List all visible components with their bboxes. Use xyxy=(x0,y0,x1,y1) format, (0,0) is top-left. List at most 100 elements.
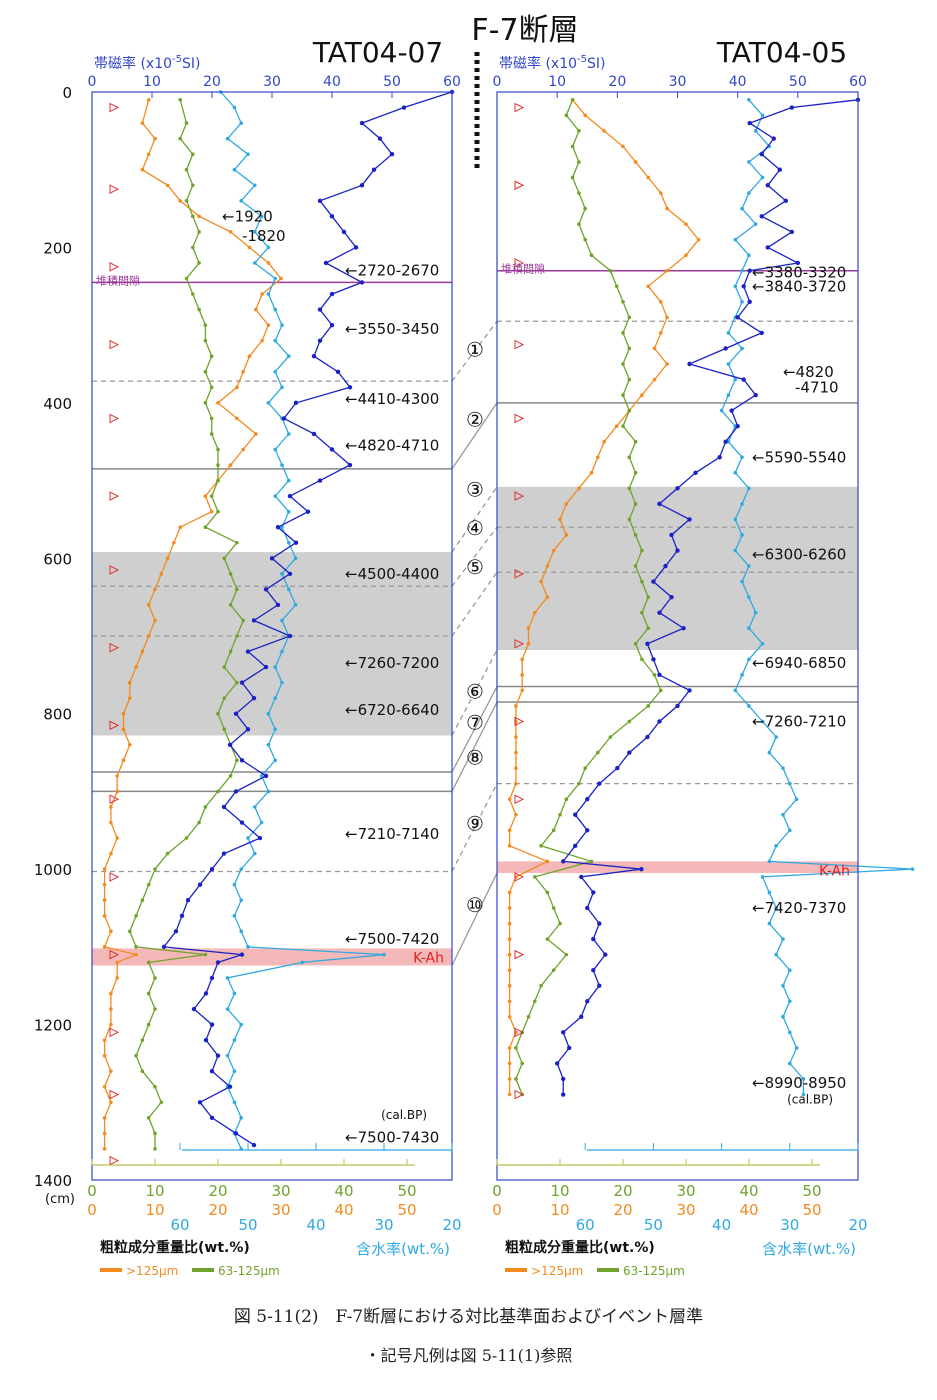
fine-fraction-point xyxy=(621,331,625,335)
water-content-point xyxy=(781,1015,785,1019)
water-content-point xyxy=(760,175,765,180)
fine-fraction-point xyxy=(203,952,208,957)
water-content-point xyxy=(733,471,738,475)
water-content-point xyxy=(266,245,271,250)
magnetic-susceptibility-point xyxy=(311,354,317,359)
coarse-fraction-point xyxy=(507,1046,512,1050)
water-content-point xyxy=(767,859,772,864)
age-label: ←1920 xyxy=(222,207,273,225)
water-content-point xyxy=(726,393,731,397)
fine-fraction-point xyxy=(627,408,632,413)
water-content-point xyxy=(239,898,243,903)
fine-fraction-point xyxy=(577,222,581,226)
water-content-point xyxy=(273,727,278,732)
water-content-point xyxy=(253,805,257,809)
age-label: ←3840-3720 xyxy=(752,277,846,295)
coarse-fraction-point xyxy=(558,517,562,522)
frame-layer xyxy=(91,91,859,1181)
water-tick-label: 60 xyxy=(170,1216,189,1234)
fine-fraction-point xyxy=(633,533,638,537)
grain-tick-label-coarse: 10 xyxy=(145,1201,164,1219)
magnetic-susceptibility-point xyxy=(227,1084,233,1089)
water-content-point xyxy=(747,657,751,662)
fine-fraction-point xyxy=(583,766,587,770)
legend-label: >125μm xyxy=(126,1264,178,1278)
coarse-fraction-point xyxy=(507,1015,512,1019)
fine-fraction-point xyxy=(551,906,556,910)
mag-tick-label: 10 xyxy=(143,74,161,90)
fine-fraction-point xyxy=(627,315,632,320)
coarse-fraction-point xyxy=(640,393,644,397)
age-label: ←3550-3450 xyxy=(345,320,439,338)
coarse-fraction-point xyxy=(254,307,258,312)
coarse-fraction-point xyxy=(564,502,569,506)
coarse-fraction-point xyxy=(178,199,182,203)
water-content-point xyxy=(733,548,738,553)
fine-fraction-point xyxy=(539,983,543,988)
magnetic-susceptibility-point xyxy=(203,991,209,996)
fine-fraction-point xyxy=(640,657,644,662)
magnetic-susceptibility-point xyxy=(263,587,269,592)
fine-fraction-point xyxy=(216,478,220,483)
coarse-fraction-point xyxy=(507,937,512,941)
fine-fraction-point xyxy=(652,673,657,677)
water-content-point xyxy=(910,867,915,871)
coarse-fraction-point xyxy=(109,1069,113,1073)
coarse-fraction-point xyxy=(146,634,151,638)
coarse-fraction-point xyxy=(115,774,119,778)
coarse-fraction-point xyxy=(102,1038,107,1042)
water-content-point xyxy=(753,610,758,615)
fine-fraction-point xyxy=(222,556,227,561)
water-content-point xyxy=(774,952,778,957)
fine-fraction-point xyxy=(128,929,132,934)
coarse-fraction-point xyxy=(140,121,145,125)
sample-symbol xyxy=(109,1155,120,1166)
magnetic-susceptibility-point xyxy=(251,1142,257,1148)
magnetic-susceptibility-point xyxy=(585,999,590,1004)
magnetic-susceptibility-point xyxy=(687,688,692,693)
coarse-fraction-point xyxy=(146,152,151,156)
water-content-point xyxy=(225,976,230,980)
depth-unit-label: (cm) xyxy=(45,1192,75,1207)
water-content-point xyxy=(753,222,758,226)
coarse-fraction-point xyxy=(128,680,132,685)
age-label: ←4500-4400 xyxy=(345,565,439,583)
fine-fraction-point xyxy=(146,882,151,887)
correlation-link xyxy=(451,486,498,553)
fine-fraction-point xyxy=(558,812,562,817)
depth-tick-label: 1200 xyxy=(34,1017,72,1035)
water-content-point xyxy=(246,945,250,949)
magnetic-susceptibility-point xyxy=(585,828,590,833)
magnetic-susceptibility-point xyxy=(239,680,245,685)
coarse-fraction-point xyxy=(109,1100,113,1105)
water-content-point xyxy=(273,665,278,669)
water-content-point xyxy=(726,331,731,335)
age-label: ←4410-4300 xyxy=(345,390,439,408)
mag-axis-label: 帯磁率 (x10-5SI) xyxy=(499,54,605,72)
water-content-point xyxy=(259,820,264,825)
water-content-point xyxy=(287,540,291,545)
age-label: ←7260-7210 xyxy=(752,712,846,730)
magnetic-susceptibility-point xyxy=(263,664,269,670)
figure-caption: 図 5-11(2) F-7断層における対比基準面およびイベント層準 xyxy=(233,1307,704,1327)
sample-symbol xyxy=(514,569,525,579)
magnetic-susceptibility-point xyxy=(759,214,764,219)
mag-tick-label: 50 xyxy=(789,74,807,90)
coarse-fraction-point xyxy=(279,276,283,281)
mag-axis-label-main: 帯磁率 (x10 xyxy=(499,55,577,72)
coarse-fraction-point xyxy=(102,1116,107,1120)
fine-fraction-point xyxy=(209,432,214,436)
mag-tick-label: 40 xyxy=(729,74,747,90)
magnetic-susceptibility-point xyxy=(693,470,698,475)
coarse-fraction-point xyxy=(109,820,113,825)
coarse-fraction-point xyxy=(134,665,138,669)
mag-axis-label-exp: -5 xyxy=(577,54,587,65)
magnetic-susceptibility-point xyxy=(560,1092,566,1097)
fine-fraction-point xyxy=(533,875,537,879)
grain-tick-label-coarse: 30 xyxy=(676,1201,695,1219)
water-content-point xyxy=(287,587,291,592)
magnetic-susceptibility-point xyxy=(317,478,323,483)
magnetic-susceptibility-point xyxy=(209,1115,215,1121)
grain-tick-label-fine: 10 xyxy=(550,1182,569,1200)
magnetic-susceptibility-point xyxy=(221,804,227,810)
